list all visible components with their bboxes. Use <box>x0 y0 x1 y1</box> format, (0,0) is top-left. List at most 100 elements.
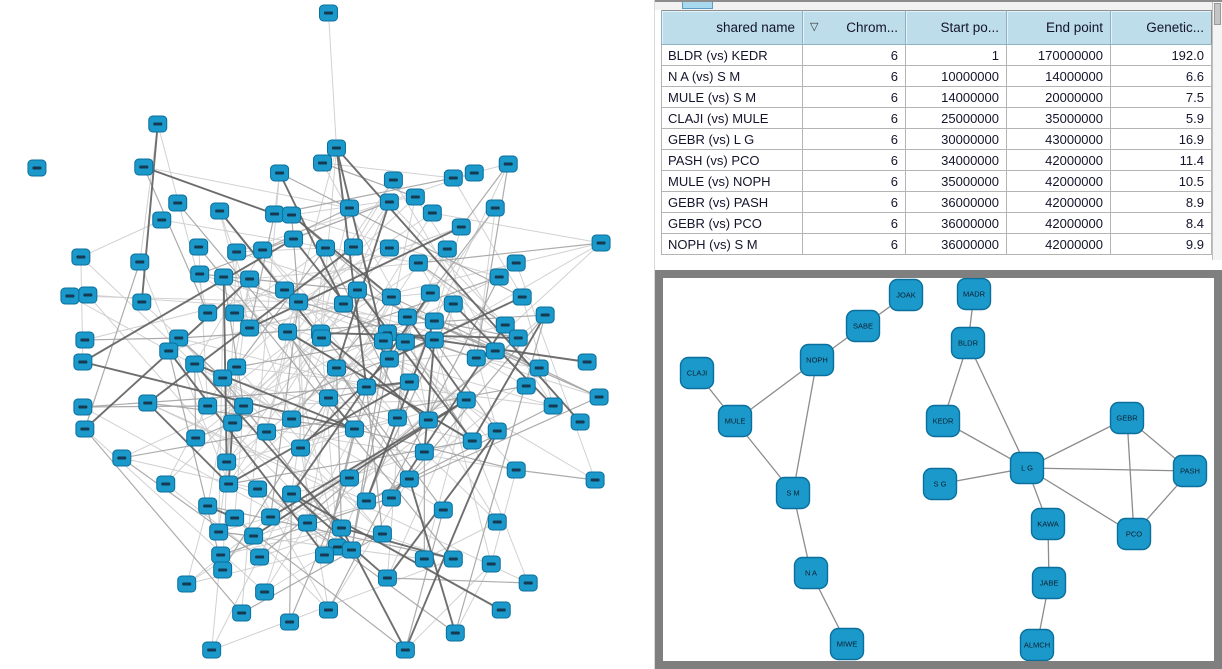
network-edge[interactable] <box>284 289 496 352</box>
column-header-shared-name[interactable]: shared name <box>661 10 803 45</box>
network-edge[interactable] <box>284 289 477 359</box>
network-node-kawa[interactable] <box>1030 507 1066 541</box>
network-edge[interactable] <box>404 341 473 442</box>
network-edge[interactable] <box>327 12 337 149</box>
network-node-n-a[interactable] <box>793 556 829 590</box>
network-edge[interactable] <box>454 563 492 634</box>
network-node-kedr[interactable] <box>925 404 961 438</box>
network-edge[interactable] <box>147 402 529 584</box>
network-edge[interactable] <box>140 123 159 303</box>
network-edge[interactable] <box>452 177 523 298</box>
network-edge[interactable] <box>266 331 289 433</box>
network-edge[interactable] <box>424 451 498 523</box>
network-edge[interactable] <box>516 469 596 481</box>
network-edge[interactable] <box>82 406 338 548</box>
network-edge[interactable] <box>366 405 554 502</box>
network-edge[interactable] <box>228 381 410 485</box>
network-edge[interactable] <box>322 162 416 198</box>
network-edge[interactable] <box>324 247 425 453</box>
table-row[interactable]: MULE (vs) NOPH 6 35000000 42000000 10.5 <box>661 170 1212 192</box>
network-edge[interactable] <box>1026 467 1135 535</box>
network-edge[interactable] <box>249 278 321 334</box>
network-edge[interactable] <box>178 337 244 407</box>
network-edge[interactable] <box>357 289 600 398</box>
network-edge[interactable] <box>471 314 546 442</box>
column-header-genetic---[interactable]: Genetic... <box>1110 10 1212 45</box>
network-edge[interactable] <box>121 457 260 558</box>
network-edge[interactable] <box>165 483 260 558</box>
network-edge[interactable] <box>350 332 388 551</box>
network-edge[interactable] <box>211 296 392 651</box>
network-edge[interactable] <box>475 163 509 359</box>
network-edge[interactable] <box>226 340 384 463</box>
network-edge[interactable] <box>147 402 367 502</box>
network-node-jabe[interactable] <box>1031 566 1067 600</box>
network-edge[interactable] <box>446 248 498 432</box>
network-edge[interactable] <box>84 428 243 614</box>
network-edge[interactable] <box>69 295 299 303</box>
table-row[interactable]: GEBR (vs) PASH 6 36000000 42000000 8.9 <box>661 191 1212 213</box>
network-edge[interactable] <box>253 535 329 611</box>
network-edge[interactable] <box>193 363 343 529</box>
network-edge[interactable] <box>1126 417 1135 535</box>
network-node-s-g[interactable] <box>922 467 958 501</box>
network-edge[interactable] <box>249 213 276 329</box>
network-node-s-m[interactable] <box>775 476 811 510</box>
network-edge[interactable] <box>423 339 436 453</box>
network-edge[interactable] <box>139 261 230 485</box>
network-edge[interactable] <box>249 262 419 280</box>
network-node-claji[interactable] <box>679 356 715 390</box>
column-header-chrom---[interactable]: ▽ Chrom... <box>802 10 906 45</box>
network-edge[interactable] <box>341 527 454 560</box>
network-edge[interactable] <box>1026 467 1191 472</box>
network-edge[interactable] <box>143 166 350 209</box>
network-node-madr[interactable] <box>956 278 992 311</box>
network-edge[interactable] <box>143 166 275 215</box>
network-node-pash[interactable] <box>1172 454 1208 488</box>
network-edge[interactable] <box>218 210 323 339</box>
network-edge[interactable] <box>336 324 506 369</box>
network-edge[interactable] <box>186 505 209 585</box>
network-edge[interactable] <box>243 201 390 407</box>
network-edge[interactable] <box>121 332 388 459</box>
network-edge[interactable] <box>143 166 209 314</box>
network-edge[interactable] <box>234 312 322 339</box>
network-edge[interactable] <box>236 196 416 368</box>
network-edge[interactable] <box>177 202 410 480</box>
network-edge[interactable] <box>792 359 818 494</box>
network-edge[interactable] <box>291 493 502 611</box>
network-edge[interactable] <box>274 177 454 215</box>
network-edge[interactable] <box>287 331 330 399</box>
table-tab[interactable] <box>682 2 713 9</box>
network-edge[interactable] <box>404 430 499 651</box>
network-edge[interactable] <box>222 377 444 511</box>
table-row[interactable]: CLAJI (vs) MULE 6 25000000 35000000 5.9 <box>661 107 1212 129</box>
network-edge[interactable] <box>335 147 368 388</box>
network-edge[interactable] <box>220 527 342 556</box>
network-node-almch[interactable] <box>1019 628 1055 661</box>
scrollbar-thumb[interactable] <box>1214 3 1221 25</box>
network-edge[interactable] <box>322 162 454 179</box>
network-edge[interactable] <box>236 340 384 368</box>
network-edge[interactable] <box>319 332 429 421</box>
network-edge[interactable] <box>406 316 468 401</box>
network-edge[interactable] <box>84 337 179 341</box>
network-edge[interactable] <box>259 527 342 558</box>
column-header-start-po---[interactable]: Start po... <box>905 10 1007 45</box>
network-edge[interactable] <box>460 163 509 228</box>
network-edge[interactable] <box>82 361 355 430</box>
network-node-noph[interactable] <box>799 343 835 377</box>
network-edge[interactable] <box>475 207 496 359</box>
network-edge[interactable] <box>287 331 338 548</box>
network-edge[interactable] <box>350 358 390 551</box>
network-node-mule[interactable] <box>717 404 753 438</box>
table-row[interactable]: NOPH (vs) S M 6 36000000 42000000 9.9 <box>661 233 1212 255</box>
table-row[interactable]: GEBR (vs) PCO 6 36000000 42000000 8.4 <box>661 212 1212 234</box>
network-edge[interactable] <box>307 399 467 524</box>
network-edge[interactable] <box>387 577 529 584</box>
network-edge[interactable] <box>278 172 345 305</box>
network-edge[interactable] <box>207 505 454 560</box>
table-row[interactable]: N A (vs) S M 6 10000000 14000000 6.6 <box>661 65 1212 87</box>
network-edge[interactable] <box>967 342 1028 469</box>
